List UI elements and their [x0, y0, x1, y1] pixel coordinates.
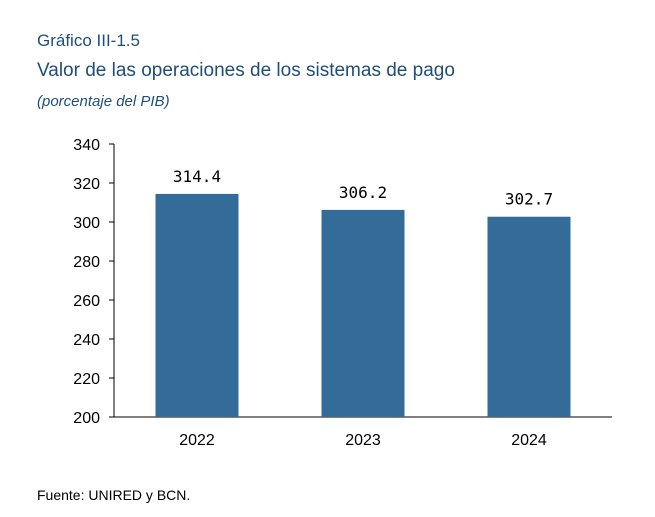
y-tick-label: 260: [73, 293, 100, 310]
chart-title: Valor de las operaciones de los sistemas…: [37, 60, 455, 81]
y-tick-label: 220: [73, 371, 100, 388]
data-labels: 314.4 306.2 302.7: [173, 167, 553, 209]
x-tick-label-2022: 2022: [179, 432, 215, 449]
x-tick-label-2024: 2024: [511, 432, 547, 449]
y-tick-label: 320: [73, 176, 100, 193]
y-tick-label: 340: [73, 137, 100, 154]
bars: [155, 193, 571, 417]
y-axis: 200 220 240 260 280 300 320 340: [73, 137, 115, 427]
data-label-2024: 302.7: [505, 190, 553, 209]
chart-subtitle: (porcentaje del PIB): [37, 93, 170, 110]
y-tick-label: 200: [73, 410, 100, 427]
x-tick-label-2023: 2023: [345, 432, 381, 449]
bar-2022: [155, 193, 239, 417]
y-tick-label: 300: [73, 215, 100, 232]
source-note: Fuente: UNIRED y BCN.: [37, 487, 191, 503]
x-axis: 2022 2023 2024: [114, 416, 612, 449]
y-tick-label: 280: [73, 254, 100, 271]
data-label-2022: 314.4: [173, 167, 221, 186]
data-label-2023: 306.2: [339, 183, 387, 202]
bar-2023: [321, 209, 405, 417]
y-tick-label: 240: [73, 332, 100, 349]
bar-2024: [487, 216, 571, 417]
chart-label: Gráfico III-1.5: [37, 31, 140, 50]
